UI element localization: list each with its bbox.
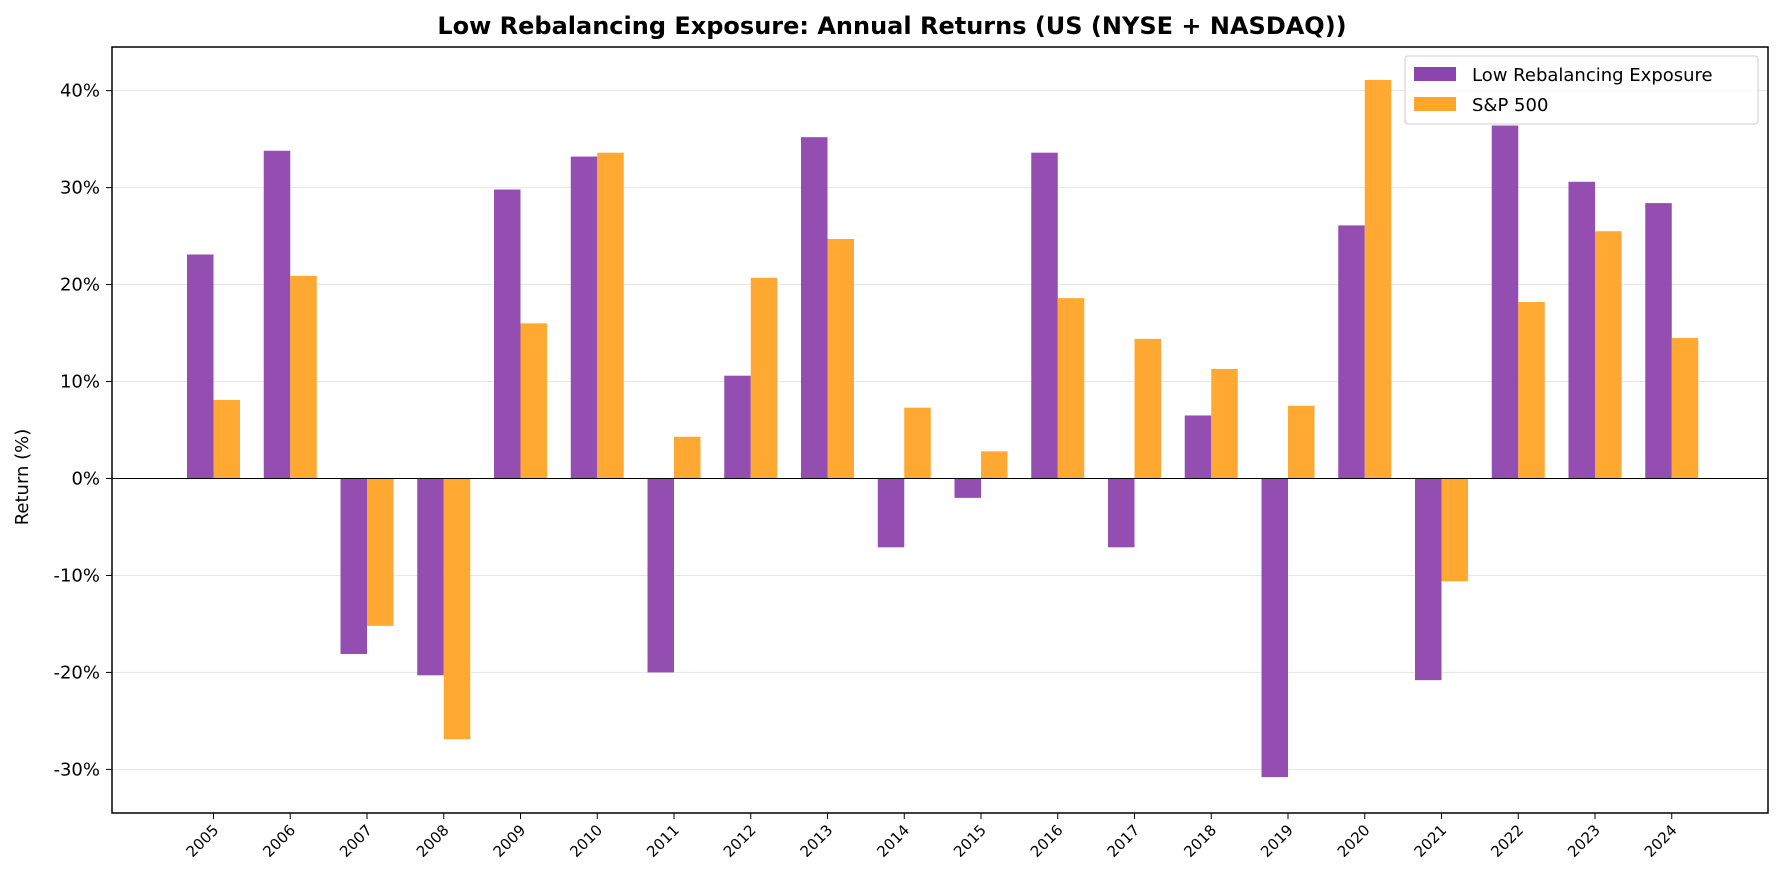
x-tick-label: 2007 xyxy=(336,821,376,861)
y-axis-label: Return (%) xyxy=(12,429,33,526)
bar-low-rebalancing-2012 xyxy=(724,375,751,479)
y-tick-label: 40% xyxy=(60,81,100,102)
bar-low-rebalancing-2018 xyxy=(1184,415,1212,479)
bar-sp500-2012 xyxy=(750,277,778,479)
y-tick-label: 0% xyxy=(71,468,100,489)
bar-sp500-2021 xyxy=(1441,478,1468,582)
bar-low-rebalancing-2014 xyxy=(877,478,905,548)
bar-low-rebalancing-2007 xyxy=(340,478,367,654)
bar-low-rebalancing-2019 xyxy=(1261,478,1288,778)
bar-low-rebalancing-2013 xyxy=(801,137,828,479)
x-tick-label: 2020 xyxy=(1334,821,1374,861)
bar-sp500-2019 xyxy=(1288,405,1315,479)
legend-swatch-sp500 xyxy=(1414,97,1456,111)
bar-sp500-2006 xyxy=(290,275,317,479)
x-tick-label: 2016 xyxy=(1027,821,1067,861)
x-tick-label: 2011 xyxy=(643,821,683,861)
x-tick-label: 2018 xyxy=(1180,821,1220,861)
bar-low-rebalancing-2015 xyxy=(954,478,981,498)
y-axis: -30% -20% -10% 0% 10% 20% 30% 40% xyxy=(53,81,112,780)
bar-sp500-2013 xyxy=(827,238,854,479)
x-axis: 2005 2006 2007 2008 2009 2010 2011 2012 2013 2014… xyxy=(183,813,1681,861)
x-tick-label: 2019 xyxy=(1257,821,1297,861)
bar-low-rebalancing-2024 xyxy=(1645,203,1672,479)
bar-low-rebalancing-2017 xyxy=(1108,478,1135,548)
y-tick-label: 10% xyxy=(60,372,100,393)
x-tick-label: 2014 xyxy=(873,821,913,861)
legend-box xyxy=(1404,55,1759,125)
bar-sp500-2005 xyxy=(213,399,240,479)
bar-sp500-2024 xyxy=(1671,337,1699,479)
bar-sp500-2017 xyxy=(1134,338,1161,479)
x-tick-label: 2023 xyxy=(1564,821,1604,861)
x-tick-label: 2017 xyxy=(1104,821,1144,861)
bar-low-rebalancing-2011 xyxy=(647,478,674,673)
bar-sp500-2018 xyxy=(1211,368,1238,479)
x-tick-label: 2022 xyxy=(1487,821,1527,861)
bar-low-rebalancing-2006 xyxy=(263,150,291,479)
bar-sp500-2011 xyxy=(674,436,701,479)
y-tick-label: 30% xyxy=(60,178,100,199)
bar-sp500-2015 xyxy=(981,451,1008,479)
bar-sp500-2007 xyxy=(367,478,394,626)
bars xyxy=(187,79,1699,778)
bar-sp500-2022 xyxy=(1518,302,1545,479)
axes-frame xyxy=(111,46,1769,814)
bar-sp500-2010 xyxy=(597,152,624,479)
x-tick-label: 2008 xyxy=(413,821,453,861)
x-tick-label: 2013 xyxy=(797,821,837,861)
x-tick-label: 2010 xyxy=(566,821,606,861)
bar-low-rebalancing-2016 xyxy=(1031,152,1058,479)
x-tick-label: 2009 xyxy=(490,821,530,861)
legend: Low Rebalancing Exposure S&P 500 xyxy=(1404,55,1759,125)
bar-sp500-2008 xyxy=(443,478,471,740)
bar-sp500-2020 xyxy=(1364,79,1392,479)
bar-low-rebalancing-2008 xyxy=(417,478,444,676)
y-tick-label: -10% xyxy=(53,565,100,586)
chart-title: Low Rebalancing Exposure: Annual Returns… xyxy=(437,12,1346,40)
bar-sp500-2016 xyxy=(1057,298,1085,479)
x-tick-label: 2005 xyxy=(183,821,223,861)
x-tick-label: 2012 xyxy=(720,821,760,861)
bar-sp500-2023 xyxy=(1595,231,1622,479)
bar-low-rebalancing-2022 xyxy=(1491,125,1519,479)
bar-sp500-2009 xyxy=(520,323,547,479)
x-tick-label: 2015 xyxy=(950,821,990,861)
legend-swatch-low-rebalancing xyxy=(1414,67,1456,81)
bar-low-rebalancing-2021 xyxy=(1415,478,1442,681)
bar-sp500-2014 xyxy=(904,407,931,479)
bar-low-rebalancing-2009 xyxy=(494,189,521,479)
x-tick-label: 2021 xyxy=(1411,821,1451,861)
y-tick-label: -30% xyxy=(53,759,100,780)
y-tick-label: -20% xyxy=(53,662,100,683)
x-tick-label: 2024 xyxy=(1641,821,1681,861)
bar-low-rebalancing-2023 xyxy=(1568,181,1595,479)
x-tick-label: 2006 xyxy=(259,821,299,861)
y-tick-label: 20% xyxy=(60,275,100,296)
legend-label-sp500: S&P 500 xyxy=(1472,95,1548,116)
bar-low-rebalancing-2005 xyxy=(187,254,214,479)
legend-label-low-rebalancing: Low Rebalancing Exposure xyxy=(1472,65,1713,86)
bar-low-rebalancing-2010 xyxy=(570,156,598,479)
bar-low-rebalancing-2020 xyxy=(1338,225,1365,479)
